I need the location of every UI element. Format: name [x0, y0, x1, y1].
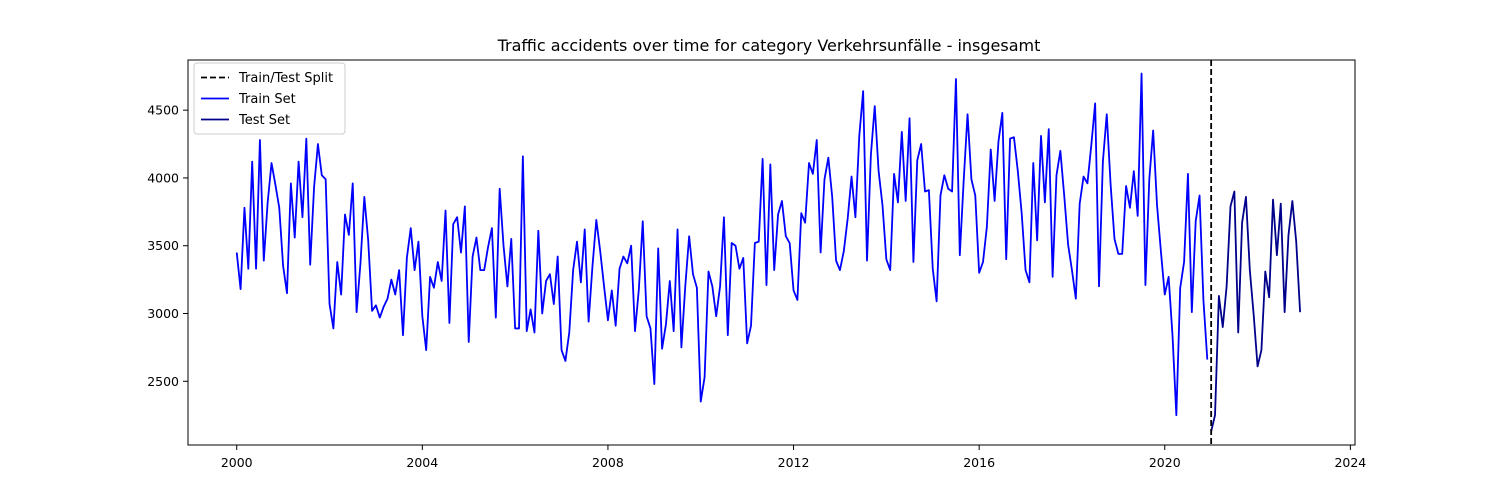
y-tick-label: 4500 [147, 103, 179, 118]
y-tick-label: 4000 [147, 170, 179, 185]
x-tick-label: 2024 [1334, 455, 1366, 470]
x-tick-label: 2004 [406, 455, 438, 470]
y-tick-label: 2500 [147, 374, 179, 389]
legend-label-train: Train Set [238, 92, 296, 107]
x-tick-label: 2020 [1149, 455, 1181, 470]
test-set-line [1210, 190, 1301, 432]
x-tick-label: 2012 [778, 455, 810, 470]
plot-area [235, 60, 1301, 445]
legend-label-test: Test Set [238, 113, 290, 128]
chart-title: Traffic accidents over time for category… [497, 36, 1041, 55]
x-tick-label: 2000 [221, 455, 253, 470]
x-tick-label: 2008 [592, 455, 624, 470]
y-tick-label: 3000 [147, 306, 179, 321]
x-tick-label: 2016 [963, 455, 995, 470]
train-set-line [235, 72, 1209, 417]
axis-ticks: 2000 2004 2008 2012 2016 2020 2024 2500 3000 3500… [147, 103, 1366, 470]
legend-frame [193, 62, 346, 135]
legend: Train/Test Split Train Set Test Set [193, 62, 346, 135]
legend-label-split: Train/Test Split [238, 71, 333, 86]
axes-frame [187, 59, 1356, 446]
y-tick-label: 3500 [147, 238, 179, 253]
